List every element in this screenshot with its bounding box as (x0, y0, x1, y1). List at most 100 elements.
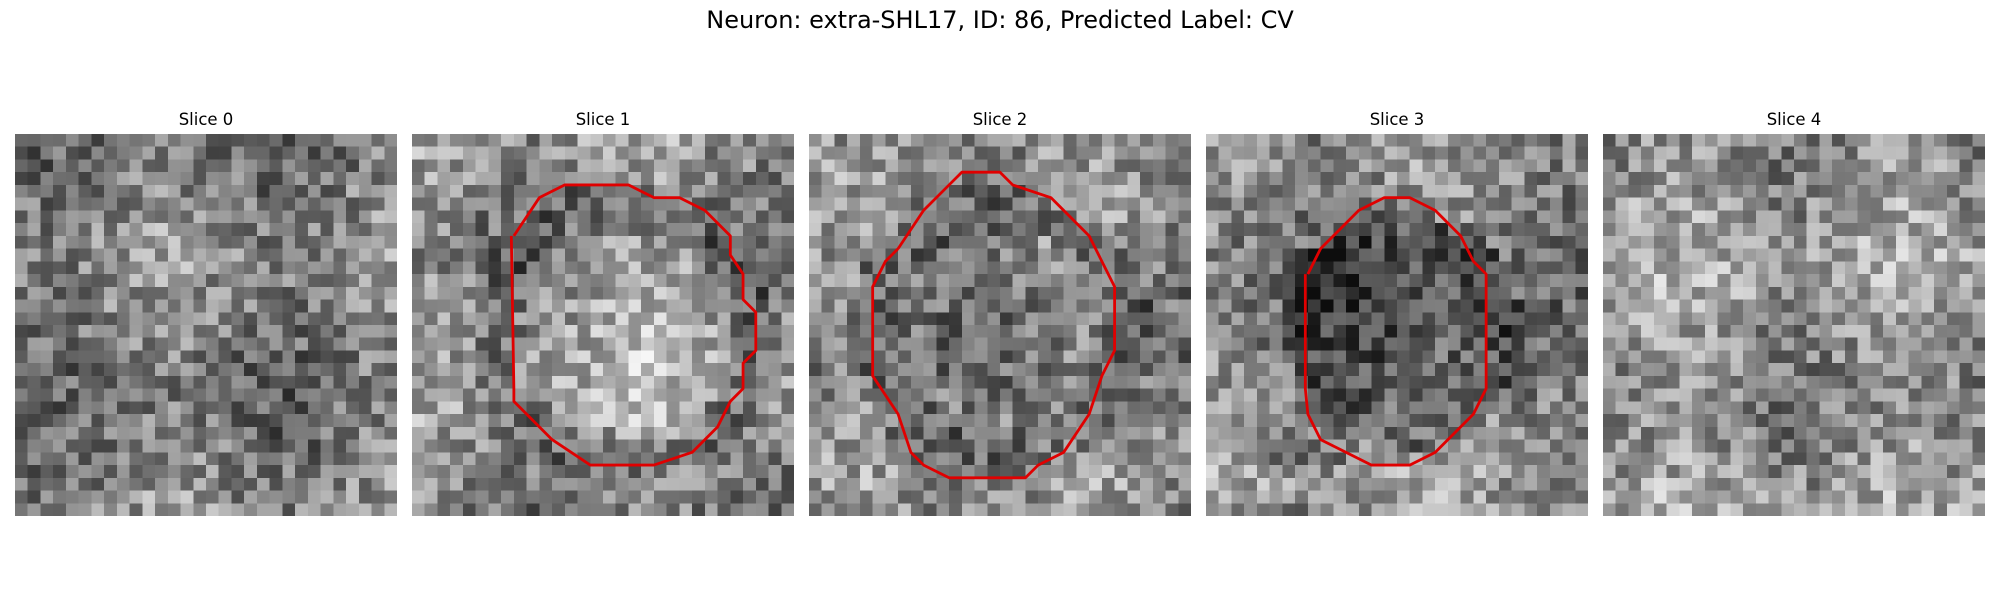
pixel (320, 414, 334, 428)
pixel (282, 210, 296, 224)
pixel (1127, 172, 1141, 186)
pixel (885, 184, 899, 198)
pixel (358, 414, 372, 428)
pixel (1934, 134, 1948, 147)
pixel (1050, 401, 1064, 415)
pixel (346, 503, 360, 516)
pixel (27, 426, 41, 440)
pixel (755, 337, 769, 351)
pixel (1946, 248, 1960, 262)
pixel (1307, 388, 1321, 402)
pixel (1384, 465, 1398, 479)
pixel (1755, 337, 1769, 351)
pixel (923, 325, 937, 338)
pixel (526, 388, 540, 402)
pixel (1959, 490, 1973, 504)
pixel (730, 325, 744, 338)
pixel (1857, 197, 1871, 211)
pixel (692, 414, 706, 428)
pixel (384, 134, 397, 147)
pixel (1921, 388, 1935, 402)
pixel (781, 248, 794, 262)
pixel (1537, 248, 1551, 262)
pixel (615, 401, 629, 415)
pixel (501, 337, 515, 351)
pixel (539, 146, 553, 160)
pixel (1768, 223, 1782, 237)
pixel (949, 426, 963, 440)
pixel (923, 248, 937, 262)
pixel (653, 363, 667, 377)
pixel (590, 146, 604, 160)
pixel (552, 197, 566, 211)
pixel (1883, 426, 1897, 440)
pixel (1101, 490, 1115, 504)
pixel (987, 439, 1001, 453)
pixel (65, 375, 79, 389)
pixel (371, 274, 385, 288)
pixel (1409, 350, 1423, 364)
pixel (910, 375, 924, 389)
pixel (1972, 274, 1985, 288)
pixel (1704, 414, 1718, 428)
pixel (371, 375, 385, 389)
pixel (936, 439, 950, 453)
pixel (1371, 375, 1385, 389)
pixel (1231, 439, 1245, 453)
pixel (384, 146, 397, 160)
pixel (1883, 477, 1897, 491)
pixel (666, 184, 680, 198)
pixel (1307, 375, 1321, 389)
pixel (1806, 325, 1820, 338)
pixel (91, 286, 105, 300)
pixel (1206, 286, 1219, 300)
pixel (768, 197, 782, 211)
pixel (539, 223, 553, 237)
pixel (129, 286, 143, 300)
pixel (1050, 146, 1064, 160)
pixel (1320, 375, 1334, 389)
pixel (231, 210, 245, 224)
pixel (1768, 503, 1782, 516)
pixel (1256, 274, 1270, 288)
pixel (679, 159, 693, 173)
pixel (1282, 197, 1296, 211)
pixel (679, 134, 693, 147)
pixel (1717, 325, 1731, 338)
pixel (653, 388, 667, 402)
pixel (104, 172, 118, 186)
pixel (1244, 465, 1258, 479)
pixel (1615, 503, 1629, 516)
pixel (1206, 388, 1219, 402)
pixel (1870, 261, 1884, 275)
pixel (282, 286, 296, 300)
pixel (743, 452, 757, 466)
pixel (1717, 414, 1731, 428)
pixel (1781, 274, 1795, 288)
pixel (1794, 465, 1807, 479)
pixel (142, 477, 156, 491)
pixel (1653, 146, 1667, 160)
pixel (974, 439, 988, 453)
pixel (1498, 274, 1512, 288)
pixel (1473, 477, 1487, 491)
pixel (1127, 350, 1141, 364)
pixel (462, 159, 476, 173)
pixel (1127, 414, 1141, 428)
pixel (1114, 134, 1128, 147)
pixel (320, 223, 334, 237)
pixel (1498, 426, 1512, 440)
pixel (40, 312, 54, 326)
pixel (1076, 134, 1090, 147)
pixel (1794, 337, 1807, 351)
pixel (885, 197, 899, 211)
pixel (1755, 159, 1769, 173)
pixel (1870, 401, 1884, 415)
pixel (1730, 159, 1744, 173)
pixel (333, 286, 347, 300)
pixel (1127, 210, 1141, 224)
pixel (834, 286, 848, 300)
pixel (501, 197, 515, 211)
pixel (1692, 503, 1706, 516)
pixel (730, 299, 744, 313)
